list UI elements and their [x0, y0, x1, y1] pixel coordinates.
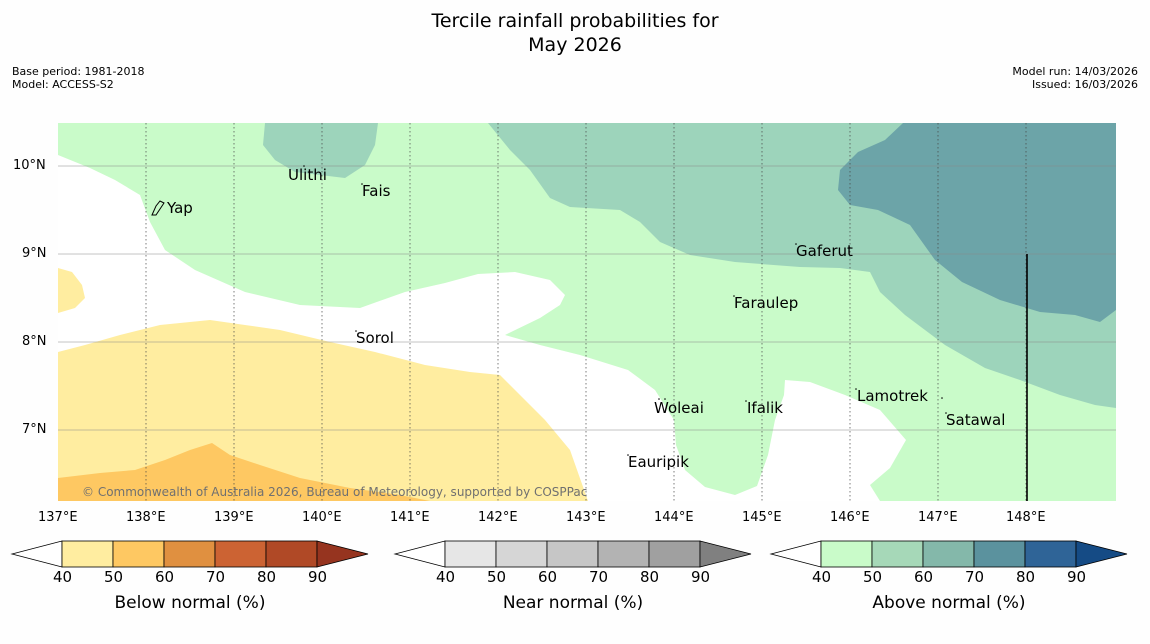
region-above-60-70	[838, 123, 1116, 322]
region-below-40-50-west	[58, 268, 85, 313]
place-gaferut: Gaferut	[796, 242, 853, 260]
colorbar-near-swatch	[597, 540, 650, 568]
cb-above-tick: 90	[1067, 568, 1087, 586]
place-sorol: Sorol	[356, 329, 394, 347]
lon-label-138e: 138°E	[126, 510, 166, 525]
cb-below-tick: 60	[155, 568, 175, 586]
place-lamotrek: Lamotrek	[857, 387, 928, 405]
cb-near-tick: 40	[436, 568, 456, 586]
region-above-50-60-ulithi	[263, 123, 378, 178]
colorbar-below-swatch	[61, 540, 114, 568]
lon-label-146e: 146°E	[830, 510, 870, 525]
lat-label-8n: 8°N	[22, 334, 47, 349]
colorbar-above-label: Above normal (%)	[872, 593, 1026, 613]
lat-label-10n: 10°N	[13, 158, 46, 173]
model-run: Model run: 14/03/2026	[1012, 65, 1138, 78]
cb-near-tick: 90	[691, 568, 711, 586]
cb-above-tick: 80	[1016, 568, 1036, 586]
colorbar-above-graphic	[769, 540, 1128, 568]
cb-below-tick: 70	[206, 568, 226, 586]
colorbar-above-swatch	[871, 540, 924, 568]
place-yap: Yap	[167, 199, 193, 217]
region-below-50-60	[58, 443, 430, 501]
lon-label-145e: 145°E	[742, 510, 782, 525]
colorbar-near-swatch	[546, 540, 599, 568]
lat-label-7n: 7°N	[22, 422, 47, 437]
lon-label-148e: 148°E	[1006, 510, 1046, 525]
issued-date: Issued: 16/03/2026	[1031, 78, 1138, 91]
lon-label-144e: 144°E	[654, 510, 694, 525]
lon-label-147e: 147°E	[918, 510, 958, 525]
cb-below-tick: 90	[308, 568, 328, 586]
colorbar-near-swatch	[444, 540, 497, 568]
cb-near-tick: 70	[589, 568, 609, 586]
cb-above-tick: 70	[965, 568, 985, 586]
colorbar-above-swatch	[1075, 540, 1128, 568]
cb-below-tick: 40	[53, 568, 73, 586]
colorbar-near-swatch	[495, 540, 548, 568]
model-name: Model: ACCESS-S2	[12, 78, 114, 91]
lon-label-140e: 140°E	[302, 510, 342, 525]
map-area	[58, 123, 1116, 501]
colorbar-near-swatch	[699, 540, 752, 568]
base-period: Base period: 1981-2018	[12, 65, 145, 78]
place-eauripik: Eauripik	[628, 453, 689, 471]
cb-near-tick: 80	[640, 568, 660, 586]
colorbar-above-swatch	[820, 540, 873, 568]
lon-label-142e: 142°E	[478, 510, 518, 525]
colorbar-above-swatch	[922, 540, 975, 568]
place-woleai: Woleai	[654, 399, 704, 417]
title-line-1: Tercile rainfall probabilities for	[431, 10, 719, 32]
lon-label-139e: 139°E	[214, 510, 254, 525]
copyright-notice: © Commonwealth of Australia 2026, Bureau…	[82, 485, 588, 499]
colorbar-below-swatch	[214, 540, 267, 568]
cb-above-tick: 40	[812, 568, 832, 586]
colorbar-below-swatch	[163, 540, 216, 568]
lon-label-143e: 143°E	[566, 510, 606, 525]
colorbar-near-swatch	[648, 540, 701, 568]
colorbar-below-label: Below normal (%)	[114, 593, 266, 613]
place-ulithi: Ulithi	[288, 166, 327, 184]
colorbar-near-graphic	[393, 540, 752, 568]
island-dots	[303, 165, 947, 456]
lon-label-137e: 137°E	[38, 510, 78, 525]
place-fais: Fais	[362, 182, 391, 200]
colorbar-above-swatch	[1024, 540, 1077, 568]
colorbar-above-swatch	[973, 540, 1026, 568]
colorbar-below-graphic	[10, 540, 369, 568]
cb-near-tick: 60	[538, 568, 558, 586]
cb-above-tick: 60	[914, 568, 934, 586]
place-satawal: Satawal	[946, 411, 1006, 429]
place-ifalik: Ifalik	[747, 399, 783, 417]
lon-label-141e: 141°E	[390, 510, 430, 525]
colorbar-below-swatch	[316, 540, 369, 568]
cb-below-tick: 80	[257, 568, 277, 586]
lat-label-9n: 9°N	[22, 246, 47, 261]
place-faraulep: Faraulep	[734, 294, 799, 312]
yap-island-outline	[151, 200, 165, 216]
title-line-2: May 2026	[528, 34, 622, 56]
cb-near-tick: 50	[487, 568, 507, 586]
colorbar-below-swatch	[265, 540, 318, 568]
colorbar-below-swatch	[112, 540, 165, 568]
cb-below-tick: 50	[104, 568, 124, 586]
cb-above-tick: 50	[863, 568, 883, 586]
lat-gridlines	[58, 165, 1116, 431]
colorbar-near-label: Near normal (%)	[502, 593, 644, 613]
gridlines	[145, 123, 1027, 501]
